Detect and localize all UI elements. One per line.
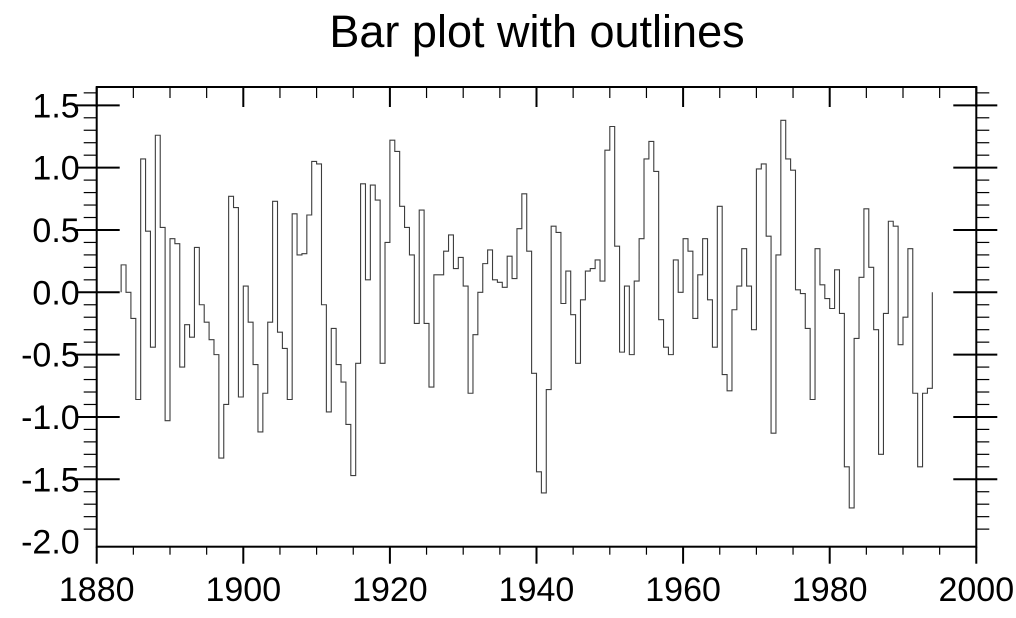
x-axis-tick-label: 1920 xyxy=(352,571,428,609)
chart-title: Bar plot with outlines xyxy=(329,6,745,57)
x-axis-tick-label: 1900 xyxy=(205,571,281,609)
x-axis-tick-label: 1880 xyxy=(59,571,135,609)
y-axis-tick-label: 1.5 xyxy=(32,87,79,125)
y-axis-ticks xyxy=(75,92,998,530)
y-axis-tick-label: 0.0 xyxy=(32,274,79,312)
bar-outline-path xyxy=(120,119,933,509)
y-axis-tick-label: 0.5 xyxy=(32,212,79,250)
data-series xyxy=(120,119,933,509)
y-axis-tick-label: -2.0 xyxy=(21,524,80,562)
y-axis-tick-label: -1.0 xyxy=(21,399,80,437)
y-axis-tick-label: -1.5 xyxy=(21,461,80,499)
x-axis-tick-label: 1940 xyxy=(499,571,575,609)
x-axis-tick-label: 2000 xyxy=(938,571,1014,609)
x-axis-tick-label: 1960 xyxy=(645,571,721,609)
y-axis-tick-label: 1.0 xyxy=(32,150,79,188)
x-axis-ticks xyxy=(95,87,978,564)
x-axis-labels: 1880 1900 1920 1940 1960 1980 2000 xyxy=(59,571,1014,609)
y-axis-tick-label: -0.5 xyxy=(21,337,80,375)
y-axis-labels: -2.0 -1.5 -1.0 -0.5 0.0 0.5 1.0 1.5 xyxy=(21,87,80,561)
x-axis-tick-label: 1980 xyxy=(792,571,868,609)
